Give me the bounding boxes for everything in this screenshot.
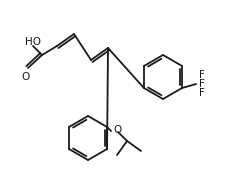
Text: F: F	[199, 88, 205, 98]
Text: F: F	[199, 70, 205, 80]
Text: HO: HO	[25, 37, 41, 47]
Text: O: O	[21, 72, 29, 82]
Text: O: O	[113, 125, 121, 135]
Text: F: F	[199, 79, 205, 89]
